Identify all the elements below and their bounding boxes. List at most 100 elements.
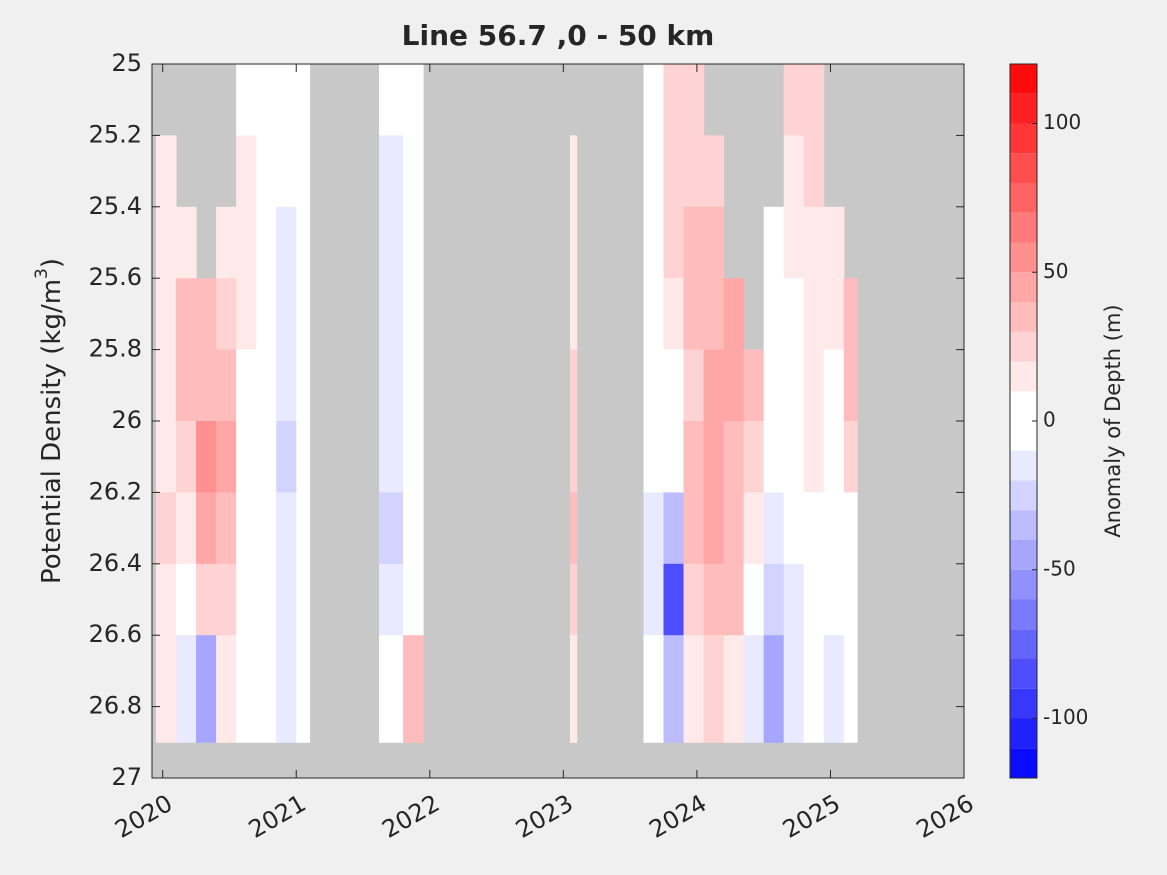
contour-cell [823, 635, 845, 743]
contour-cell [663, 135, 685, 208]
colorbar-band [1010, 93, 1037, 124]
contour-cell [683, 563, 705, 636]
colorbar-band [1010, 242, 1037, 273]
x-tick-label: 2023 [511, 789, 578, 844]
contour-cell [823, 421, 845, 493]
contour-cell [703, 492, 725, 565]
contour-cell [216, 421, 237, 493]
colorbar-band [1010, 599, 1037, 630]
contour-cell [156, 135, 177, 208]
contour-cell [683, 64, 705, 136]
contour-cell [703, 135, 725, 208]
contour-cell [783, 349, 805, 422]
contour-cell [783, 135, 805, 208]
contour-cell [196, 492, 217, 565]
contour-cell [403, 349, 424, 422]
contour-cell [823, 278, 845, 351]
contour-cell [570, 635, 578, 743]
contour-cell [843, 278, 858, 351]
contour-cell [783, 278, 805, 351]
contour-cell [176, 278, 197, 351]
contour-cell [156, 278, 177, 351]
contour-cell [663, 278, 685, 351]
colorbar-band [1010, 480, 1037, 511]
contour-cell [843, 349, 858, 422]
contour-cell [296, 64, 311, 136]
contour-cell [176, 421, 197, 493]
contour-cell [643, 349, 665, 422]
contour-cell [843, 421, 858, 493]
contour-cell [743, 492, 765, 565]
y-axis-label: Potential Density (kg/m3) [32, 258, 67, 584]
contour-cell [843, 635, 858, 743]
colorbar-label: Anomaly of Depth (m) [1101, 304, 1125, 537]
contour-cell [403, 635, 424, 743]
colorbar-band [1010, 123, 1037, 154]
contour-cell [663, 64, 685, 136]
contour-cell [683, 635, 705, 743]
contour-cell [763, 421, 785, 493]
contour-cell [296, 421, 311, 493]
contour-cell [236, 421, 257, 493]
contour-cell [256, 492, 277, 565]
contour-cell [276, 64, 297, 136]
contour-cell [216, 492, 237, 565]
x-tick-label: 2021 [244, 789, 311, 844]
colorbar-band [1010, 659, 1037, 689]
contour-cell [156, 492, 177, 565]
contour-cell [643, 64, 665, 136]
contour-cell [843, 492, 858, 565]
contour-cell [176, 563, 197, 636]
y-tick-label: 26.4 [89, 549, 142, 577]
contour-cell [783, 563, 805, 636]
contour-cell [276, 349, 297, 422]
contour-cell [256, 206, 277, 279]
contour-cell [216, 278, 237, 351]
contour-cell [276, 135, 297, 208]
contour-cell [379, 135, 404, 208]
contour-cell [803, 421, 825, 493]
y-label-end: ) [37, 258, 67, 268]
colorbar-band [1010, 450, 1037, 481]
contour-cell [236, 563, 257, 636]
contour-cell [783, 421, 805, 493]
contour-cell [763, 349, 785, 422]
contour-cell [570, 492, 578, 565]
x-tick-label: 2025 [778, 789, 845, 844]
contour-cell [723, 278, 745, 351]
contour-cell [276, 563, 297, 636]
contour-cell [723, 492, 745, 565]
contour-cell [379, 64, 404, 136]
y-tick-label: 25.6 [89, 263, 142, 291]
y-tick-label: 25.4 [89, 192, 142, 220]
contour-cell [823, 563, 845, 636]
contour-cell [256, 278, 277, 351]
contour-cell [403, 421, 424, 493]
contour-cell [196, 278, 217, 351]
contour-cell [663, 492, 685, 565]
contour-cell [296, 278, 311, 351]
contour-cell [403, 492, 424, 565]
colorbar-band [1010, 718, 1037, 749]
contour-cell [236, 349, 257, 422]
contour-cell [683, 135, 705, 208]
colorbar-band [1010, 540, 1037, 570]
contour-cell [683, 421, 705, 493]
contour-cell [743, 635, 765, 743]
contour-cell [723, 635, 745, 743]
contour-cell [403, 563, 424, 636]
contour-cell [663, 635, 685, 743]
contour-cell [196, 349, 217, 422]
contour-cell [723, 349, 745, 422]
contour-cell [236, 64, 257, 136]
colorbar-band [1010, 421, 1037, 451]
x-tick-label: 2024 [644, 789, 711, 844]
colorbar-band [1010, 629, 1037, 659]
contour-cell [296, 206, 311, 279]
contour-cell [570, 278, 578, 351]
contour-cell [276, 421, 297, 493]
contour-cell [176, 349, 197, 422]
x-tick-label: 2020 [110, 789, 177, 844]
contour-cell [643, 635, 665, 743]
